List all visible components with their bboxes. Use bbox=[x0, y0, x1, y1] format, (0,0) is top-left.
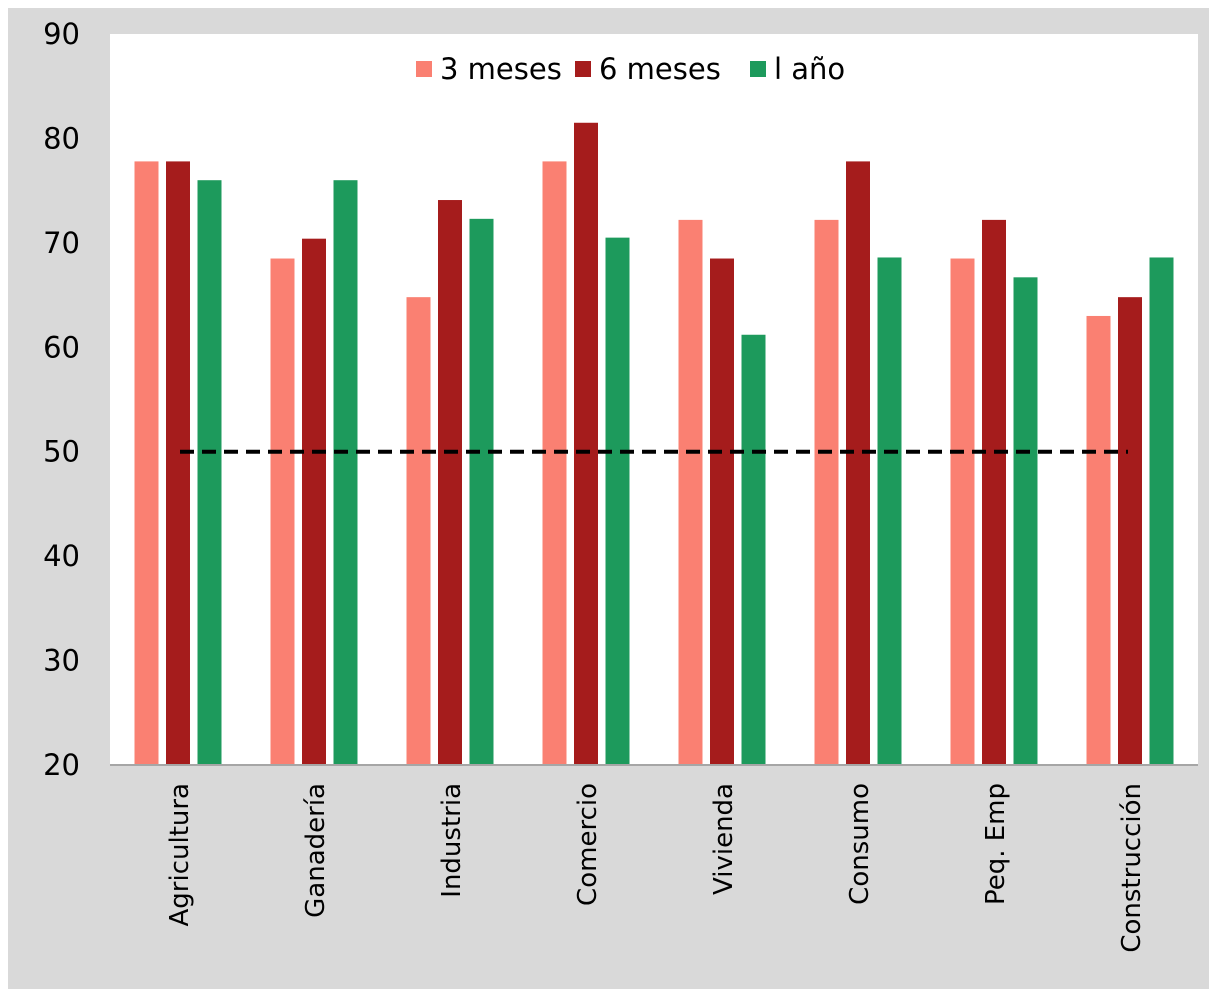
y-tick-label: 70 bbox=[43, 226, 80, 260]
bars-group bbox=[134, 122, 1174, 766]
bar-1-año-Vivienda bbox=[741, 334, 766, 765]
y-tick-label: 60 bbox=[43, 330, 80, 364]
legend-label: l año bbox=[774, 52, 845, 86]
bar-3-meses-Vivienda bbox=[678, 219, 703, 765]
chart-frame: 20 30 40 50 60 70 80 90 Agricultura Ganadería Ind… bbox=[8, 8, 1209, 989]
bar-3-meses-Ganadería bbox=[270, 258, 295, 765]
legend: 3 meses 6 meses l año bbox=[416, 52, 845, 86]
bar-1-año-Construcción bbox=[1149, 257, 1174, 765]
y-tick-label: 30 bbox=[43, 644, 80, 678]
legend-label: 3 meses bbox=[440, 52, 562, 86]
x-tick-label: Comercio bbox=[573, 783, 603, 906]
bar-chart: 20 30 40 50 60 70 80 90 Agricultura Ganadería Ind… bbox=[43, 17, 1198, 953]
bar-6-meses-Consumo bbox=[846, 161, 870, 766]
bar-6-meses-Vivienda bbox=[710, 258, 734, 765]
x-tick-label: Peq. Emp bbox=[981, 783, 1011, 905]
x-tick-label: Agricultura bbox=[165, 783, 195, 927]
bar-3-meses-Industria bbox=[406, 297, 431, 765]
y-axis: 20 30 40 50 60 70 80 90 bbox=[43, 17, 80, 782]
bar-6-meses-Construcción bbox=[1118, 297, 1142, 765]
bar-1-año-Peq--Emp bbox=[1013, 277, 1038, 765]
legend-label: 6 meses bbox=[599, 52, 721, 86]
legend-swatch-1-año bbox=[750, 61, 766, 77]
legend-swatch-6-meses bbox=[575, 61, 591, 77]
bar-1-año-Industria bbox=[469, 218, 494, 766]
legend-swatch-3-meses bbox=[416, 61, 432, 77]
bar-1-año-Comercio bbox=[605, 237, 630, 765]
x-tick-label: Consumo bbox=[845, 783, 875, 905]
y-tick-label: 20 bbox=[43, 748, 80, 782]
y-tick-label: 90 bbox=[43, 17, 80, 51]
x-tick-label: Industria bbox=[437, 783, 467, 898]
bar-3-meses-Peq--Emp bbox=[950, 258, 975, 765]
y-tick-label: 50 bbox=[43, 435, 80, 469]
bar-6-meses-Ganadería bbox=[302, 238, 326, 765]
x-tick-label: Construcción bbox=[1117, 783, 1147, 953]
bar-6-meses-Peq--Emp bbox=[982, 219, 1006, 765]
x-axis: Agricultura Ganadería Industria Comercio Viv… bbox=[110, 764, 1198, 953]
y-tick-label: 40 bbox=[43, 539, 80, 573]
bar-6-meses-Industria bbox=[438, 200, 462, 765]
bar-6-meses-Agricultura bbox=[166, 161, 190, 766]
x-tick-label: Vivienda bbox=[709, 783, 739, 895]
bar-3-meses-Construcción bbox=[1086, 315, 1111, 765]
bar-3-meses-Agricultura bbox=[134, 161, 159, 766]
x-tick-label: Ganadería bbox=[301, 783, 331, 918]
bar-6-meses-Comercio bbox=[574, 122, 598, 765]
bar-3-meses-Comercio bbox=[542, 161, 567, 766]
bar-3-meses-Consumo bbox=[814, 219, 839, 765]
bar-1-año-Ganadería bbox=[333, 180, 358, 765]
bar-1-año-Consumo bbox=[877, 257, 902, 765]
y-tick-label: 80 bbox=[43, 121, 80, 155]
bar-1-año-Agricultura bbox=[197, 180, 222, 765]
